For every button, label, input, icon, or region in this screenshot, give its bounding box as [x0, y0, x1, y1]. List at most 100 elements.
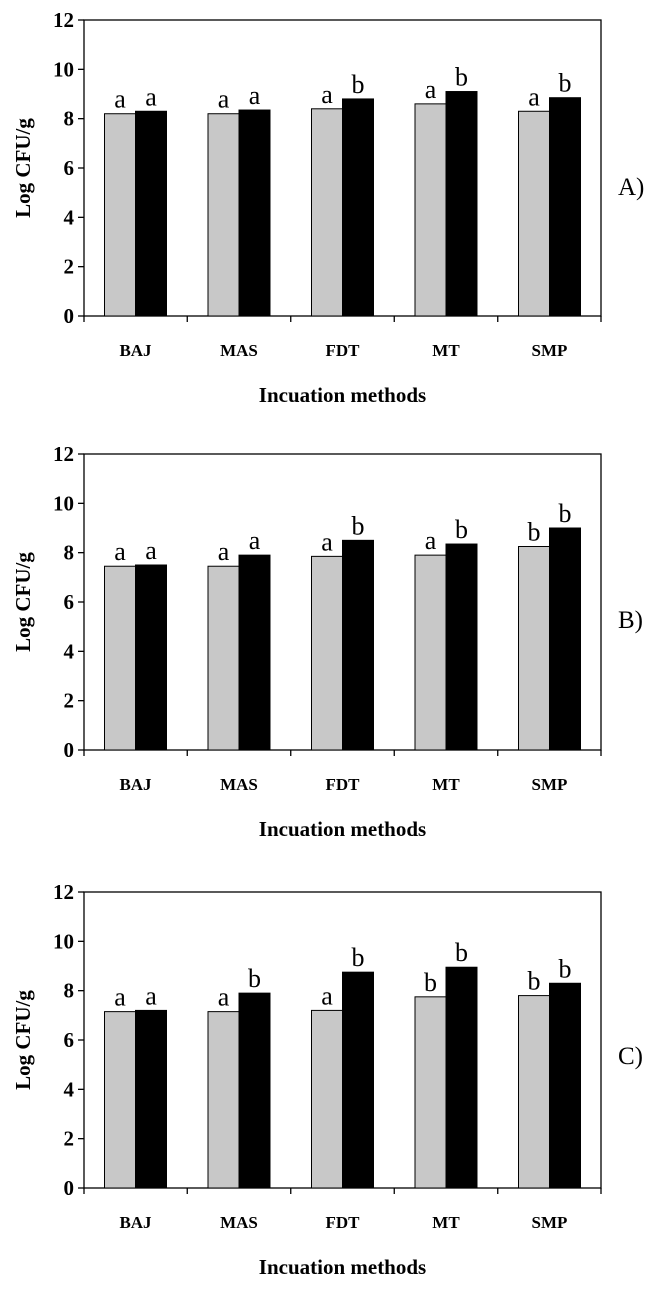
y-tick-label: 10 — [53, 929, 74, 953]
bar-black — [238, 992, 271, 1189]
y-tick-label: 0 — [64, 738, 75, 762]
y-tick-label: 4 — [64, 1077, 75, 1101]
bar-significance-label: a — [114, 537, 126, 566]
bar-significance-label: b — [559, 499, 572, 528]
y-tick-label: 0 — [64, 1176, 75, 1200]
bar-black — [445, 543, 478, 751]
x-tick-label: SMP — [532, 775, 568, 794]
panel-label: B) — [618, 607, 643, 634]
y-axis-title: Log CFU/g — [11, 990, 35, 1090]
bar-significance-label: b — [528, 967, 541, 996]
y-tick-label: 8 — [64, 541, 75, 565]
bar-black — [238, 109, 271, 317]
x-tick-label: SMP — [532, 1213, 568, 1232]
x-axis-title: Incuation methods — [259, 817, 426, 841]
bar-grey — [311, 108, 343, 317]
bar-significance-label: a — [321, 527, 333, 556]
bar-significance-label: b — [248, 964, 261, 993]
bar-grey — [518, 546, 550, 751]
bar-grey — [414, 103, 447, 317]
y-tick-label: 2 — [64, 1127, 75, 1151]
bar-significance-label: a — [114, 85, 126, 114]
x-tick-label: FDT — [326, 1213, 361, 1232]
bar-grey — [207, 565, 240, 751]
bar-significance-label: b — [352, 943, 365, 972]
y-tick-label: 8 — [64, 979, 75, 1003]
bar-significance-label: a — [249, 526, 261, 555]
y-tick-label: 2 — [64, 689, 75, 713]
panel-label: A) — [618, 174, 644, 201]
bar-black — [135, 1009, 167, 1189]
x-tick-label: SMP — [532, 341, 568, 360]
y-tick-label: 0 — [64, 304, 75, 328]
bar-black — [342, 539, 374, 751]
x-tick-label: FDT — [326, 775, 361, 794]
x-tick-label: MAS — [220, 341, 258, 360]
bar-significance-label: b — [559, 69, 572, 98]
y-tick-label: 12 — [53, 880, 74, 904]
y-tick-label: 2 — [64, 255, 75, 279]
bar-grey — [207, 113, 240, 317]
bar-significance-label: a — [249, 81, 261, 110]
bar-significance-label: a — [321, 981, 333, 1010]
bar-black — [135, 564, 167, 751]
bar-black — [549, 982, 581, 1189]
y-tick-label: 12 — [53, 8, 74, 32]
bar-black — [342, 971, 374, 1189]
y-tick-label: 10 — [53, 491, 74, 515]
bar-grey — [518, 110, 550, 317]
bar-black — [135, 110, 167, 317]
bar-significance-label: a — [145, 82, 157, 111]
x-tick-label: BAJ — [119, 775, 152, 794]
bar-grey — [311, 1009, 343, 1189]
bar-grey — [104, 113, 136, 317]
bar-significance-label: b — [528, 518, 541, 547]
bar-grey — [207, 1011, 240, 1189]
bar-grey — [414, 996, 447, 1189]
y-tick-label: 10 — [53, 57, 74, 81]
bar-grey — [414, 554, 447, 751]
bar-significance-label: a — [218, 85, 230, 114]
x-axis-title: Incuation methods — [259, 383, 426, 407]
bar-significance-label: a — [425, 75, 437, 104]
y-axis-title: Log CFU/g — [11, 118, 35, 218]
y-tick-label: 6 — [64, 590, 75, 614]
bar-black — [445, 966, 478, 1189]
y-tick-label: 8 — [64, 107, 75, 131]
y-tick-label: 12 — [53, 442, 74, 466]
bar-significance-label: a — [425, 526, 437, 555]
y-tick-label: 6 — [64, 1028, 75, 1052]
bar-grey — [311, 555, 343, 751]
x-tick-label: BAJ — [119, 1213, 152, 1232]
bar-significance-label: b — [559, 954, 572, 983]
panel-label: C) — [618, 1043, 643, 1070]
x-tick-label: MT — [432, 775, 460, 794]
bar-significance-label: b — [424, 968, 437, 997]
bar-significance-label: a — [145, 536, 157, 565]
y-tick-label: 4 — [64, 205, 75, 229]
bar-significance-label: a — [321, 80, 333, 109]
bar-grey — [104, 1011, 136, 1189]
bar-grey — [104, 565, 136, 751]
bar-significance-label: a — [218, 537, 230, 566]
bar-significance-label: b — [352, 70, 365, 99]
x-tick-label: FDT — [326, 341, 361, 360]
bar-significance-label: b — [352, 511, 365, 540]
y-axis-title: Log CFU/g — [11, 552, 35, 652]
x-tick-label: MT — [432, 1213, 460, 1232]
bar-significance-label: a — [528, 82, 540, 111]
bar-significance-label: b — [455, 63, 468, 92]
y-tick-label: 4 — [64, 639, 75, 663]
bar-grey — [518, 995, 550, 1189]
bar-significance-label: b — [455, 515, 468, 544]
bar-black — [549, 97, 581, 317]
bar-significance-label: a — [114, 983, 126, 1012]
x-tick-label: BAJ — [119, 341, 152, 360]
bar-black — [342, 98, 374, 317]
x-tick-label: MAS — [220, 775, 258, 794]
bar-black — [238, 554, 271, 751]
bar-significance-label: a — [145, 981, 157, 1010]
x-tick-label: MT — [432, 341, 460, 360]
